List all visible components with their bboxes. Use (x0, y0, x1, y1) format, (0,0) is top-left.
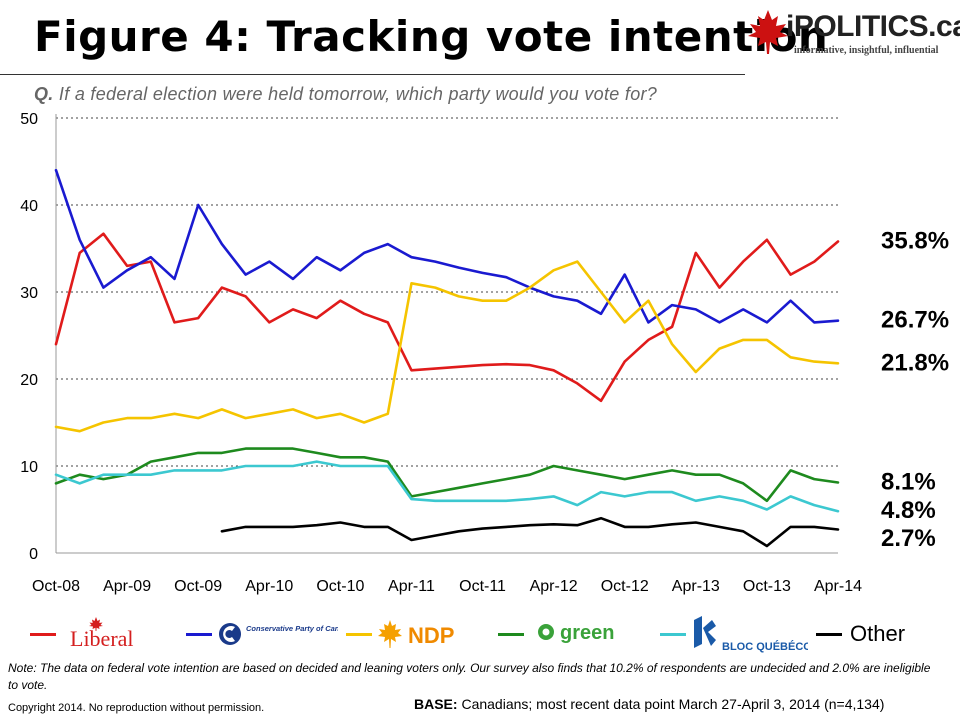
bloc-logo: BLOC QUÉBÉCOIS (694, 616, 808, 653)
series-line-bloc (54, 460, 840, 513)
x-tick-label-Oct-10: Oct-10 (316, 578, 364, 595)
end-label-other: 2.7% (881, 525, 936, 552)
legend-label-liberal: Liberal (70, 626, 134, 651)
base-label: BASE: (414, 696, 458, 712)
conservative-logo: Conservative Party of Canada (219, 623, 338, 645)
x-tick-label-Oct-13: Oct-13 (743, 578, 791, 595)
base-description: BASE: Canadians; most recent data point … (414, 696, 884, 712)
question-prefix: Q. (34, 84, 54, 104)
copyright: Copyright 2014. No reproduction without … (8, 702, 265, 714)
series-line-conservative (54, 168, 840, 324)
legend-label-ndp: NDP (408, 623, 454, 648)
legend-line-green (498, 633, 524, 636)
series-line-liberal (54, 232, 840, 403)
legend-item-other: Other (816, 612, 956, 656)
y-tick-label-10: 10 (20, 459, 38, 476)
y-tick-label-40: 40 (20, 198, 38, 215)
x-tick-label-Oct-09: Oct-09 (174, 578, 222, 595)
legend-item-conservative: Conservative Party of Canada (186, 612, 338, 656)
vote-intention-chart: 0 10 20 30 40 50 Oct-08 Apr-09 Oct-09 Apr-10 Oct-1… (20, 111, 949, 595)
series-line-ndp (54, 260, 840, 433)
legend-item-bloc: BLOC QUÉBÉCOIS (660, 612, 810, 656)
ipolitics-logo: iPOLITICS.ca informative, insightful, in… (746, 8, 960, 60)
base-text: Canadians; most recent data point March … (461, 696, 885, 712)
logo-tagline: informative, insightful, influential (794, 45, 939, 56)
green-logo: green (538, 622, 614, 644)
legend-label-green: green (560, 622, 614, 644)
x-tick-label-Oct-11: Oct-11 (459, 578, 506, 595)
footnote: Note: The data on federal vote intention… (8, 661, 931, 692)
legend-line-bloc (660, 633, 686, 636)
x-tick-label-Apr-10: Apr-10 (245, 578, 293, 595)
legend-line-conservative (186, 633, 212, 636)
end-label-conservative: 26.7% (881, 307, 949, 334)
legend-item-liberal: Liberal (12, 612, 152, 656)
series-line-green (54, 447, 840, 503)
legend-item-ndp: NDP (346, 612, 476, 656)
liberal-logo: Liberal (70, 617, 134, 651)
legend-label-bloc: BLOC QUÉBÉCOIS (722, 640, 808, 653)
legend-line-ndp (346, 633, 372, 636)
y-tick-label-0: 0 (29, 546, 38, 563)
legend-label-other: Other (850, 621, 906, 646)
x-tick-label-Oct-08: Oct-08 (32, 578, 80, 595)
end-label-green: 8.1% (881, 469, 936, 496)
page-title: Figure 4: Tracking vote intention (34, 12, 829, 61)
end-label-bloc: 4.8% (881, 497, 936, 524)
x-tick-label-Apr-13: Apr-13 (672, 578, 720, 595)
series-line-other (220, 516, 840, 548)
end-label-ndp: 21.8% (881, 349, 949, 376)
logo-wordmark: iPOLITICS.ca (786, 10, 960, 43)
y-tick-label-50: 50 (20, 111, 38, 128)
y-tick-label-30: 30 (20, 285, 38, 302)
y-tick-label-20: 20 (20, 372, 38, 389)
chart-legend: Liberal Conservative Party of Canada NDP… (0, 612, 960, 656)
legend-line-other (816, 633, 842, 636)
survey-question: Q. If a federal election were held tomor… (34, 84, 657, 105)
title-divider (0, 74, 745, 75)
question-text: If a federal election were held tomorrow… (58, 84, 658, 104)
end-label-liberal: 35.8% (881, 228, 949, 255)
x-tick-label-Apr-11: Apr-11 (388, 578, 435, 595)
ndp-logo: NDP (378, 620, 454, 648)
legend-item-green: green (498, 612, 648, 656)
legend-label-conservative: Conservative Party of Canada (246, 624, 338, 633)
x-tick-label-Apr-14: Apr-14 (814, 578, 862, 595)
x-tick-label-Oct-12: Oct-12 (601, 578, 649, 595)
legend-line-liberal (30, 633, 56, 636)
x-tick-label-Apr-12: Apr-12 (530, 578, 578, 595)
maple-leaf-icon (748, 10, 788, 54)
x-tick-label-Apr-09: Apr-09 (103, 578, 151, 595)
